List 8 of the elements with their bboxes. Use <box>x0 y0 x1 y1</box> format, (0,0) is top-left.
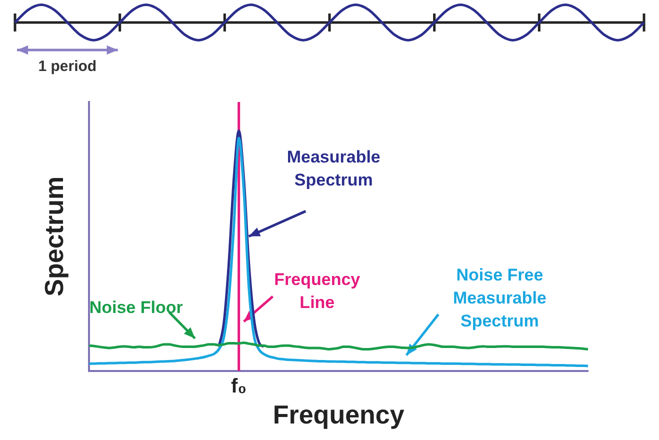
text: f₀ <box>230 375 247 398</box>
x-axis-title: Frequency <box>272 400 405 430</box>
text: 1 period <box>38 58 97 76</box>
series-label: Noise Free Measurable Spectrum <box>452 265 546 330</box>
y-axis-title: Spectrum <box>38 176 69 296</box>
annotation: Frequency Line <box>274 270 361 312</box>
series-label: Noise Floor <box>89 298 184 318</box>
text: Measurable Spectrum <box>286 147 380 190</box>
